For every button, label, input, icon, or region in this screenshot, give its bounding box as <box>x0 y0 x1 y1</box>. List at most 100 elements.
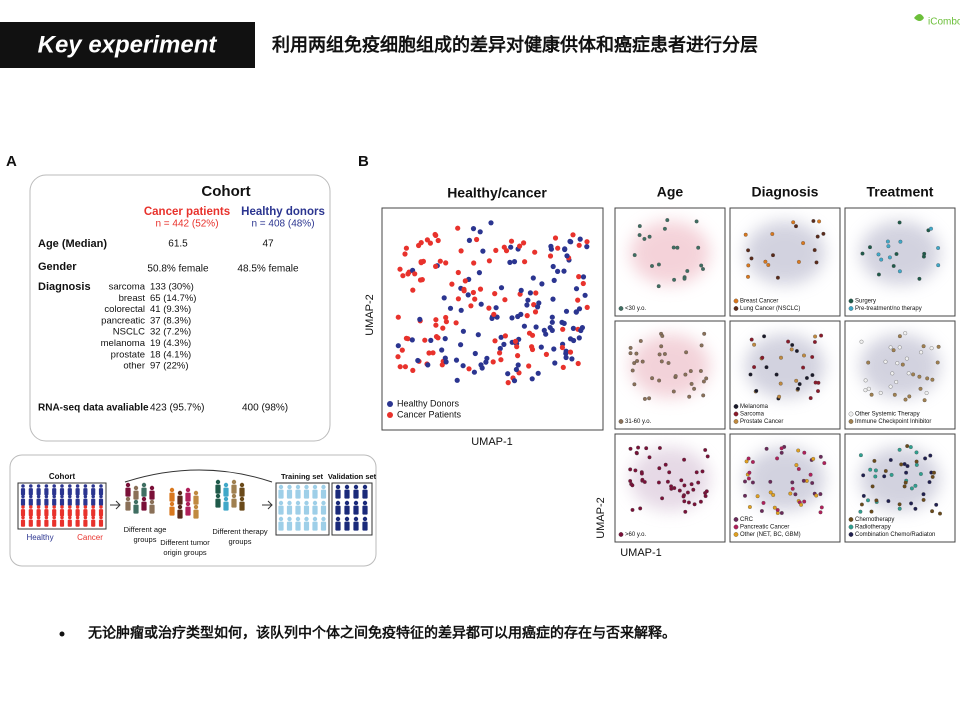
legend-swatch <box>733 306 739 311</box>
umap-dot <box>458 307 464 313</box>
umap-dot <box>632 361 637 366</box>
person-body <box>67 519 72 527</box>
umap-dot <box>570 232 576 238</box>
umap-dot <box>768 490 773 495</box>
umap-dot <box>672 486 677 491</box>
person-body <box>20 488 26 496</box>
person-body <box>98 509 104 517</box>
umap-dot <box>579 325 586 331</box>
person-body <box>98 488 104 496</box>
umap-dot <box>789 347 794 352</box>
umap-dot <box>630 483 635 488</box>
person-body <box>353 521 359 531</box>
column-title: Age <box>657 184 684 200</box>
umap-dot <box>694 470 699 475</box>
umap-dot <box>913 506 918 511</box>
umap-dot <box>859 339 864 344</box>
person-head <box>344 516 350 522</box>
umap-dot <box>921 492 926 497</box>
person-body <box>312 489 318 499</box>
umap-dot <box>529 346 536 353</box>
umap-dot <box>752 342 757 347</box>
umap-dot <box>696 480 701 485</box>
person-body <box>215 498 221 508</box>
person-head <box>278 516 284 522</box>
arrow <box>110 500 121 510</box>
person-head <box>295 516 301 522</box>
umap-dot <box>667 470 672 475</box>
person-body <box>133 490 139 500</box>
person-head <box>335 484 341 490</box>
person-head <box>99 484 103 488</box>
umap-dot <box>642 236 647 241</box>
umap-dot <box>873 474 878 479</box>
legend-label: CRC <box>740 517 754 523</box>
legend-swatch <box>848 306 854 311</box>
umap-dot <box>897 506 902 511</box>
density <box>630 221 710 285</box>
person-body <box>177 509 183 519</box>
person-body <box>141 501 147 511</box>
person-body <box>75 488 80 496</box>
umap-dot <box>402 364 408 370</box>
umap-dot <box>665 479 670 484</box>
group-label: groups <box>134 535 157 544</box>
umap-dot <box>682 457 687 462</box>
umap-dot <box>635 359 640 363</box>
person-body <box>286 489 293 499</box>
umap-dot <box>874 498 879 503</box>
umap-dot <box>685 269 690 273</box>
umap-dot <box>898 239 903 244</box>
umap-dot <box>548 243 554 249</box>
umap-dot <box>698 369 703 373</box>
person-head <box>312 516 318 522</box>
row-value: 50.8% female <box>147 264 209 275</box>
umap-dot <box>636 445 641 450</box>
umap-dot <box>681 494 686 499</box>
person-body <box>20 498 26 506</box>
row-label: Diagnosis <box>38 281 91 293</box>
person-body <box>303 521 310 531</box>
umap-dot <box>501 341 507 347</box>
person-head <box>141 496 147 502</box>
umap-dot <box>906 371 911 376</box>
umap-dot <box>897 220 902 225</box>
umap-dot <box>575 360 581 367</box>
person-body <box>320 489 327 499</box>
umap-dot <box>797 382 802 387</box>
umap-dot <box>634 351 639 356</box>
density <box>745 447 825 511</box>
person-head <box>21 505 25 509</box>
umap-dot <box>860 251 865 256</box>
person-head <box>141 482 147 488</box>
umap-dot <box>580 274 587 280</box>
design-label: Validation set <box>328 472 377 481</box>
umap-dot <box>458 248 464 254</box>
umap-dot <box>502 297 508 303</box>
legend-label: Cancer Patients <box>397 409 462 419</box>
umap-dot <box>395 314 401 320</box>
umap-dot <box>650 376 655 381</box>
umap-dot <box>929 346 934 351</box>
person-body <box>177 495 183 505</box>
umap-dot <box>462 278 468 284</box>
person-head <box>68 505 72 509</box>
umap-dot <box>634 450 639 455</box>
umap-dot <box>543 351 550 357</box>
umap-dot <box>914 462 919 467</box>
person-head <box>99 505 103 509</box>
umap-dot <box>869 392 874 397</box>
umap-dot <box>508 244 514 250</box>
legend-swatch <box>618 532 624 537</box>
umap-dot <box>883 359 888 364</box>
umap-dot <box>688 369 693 374</box>
umap-dot <box>754 388 759 393</box>
person-head <box>52 515 56 520</box>
umap-dot <box>701 393 706 398</box>
umap-dot <box>771 493 776 497</box>
person-body <box>335 521 341 531</box>
umap-dot <box>430 350 436 356</box>
umap-dot <box>584 239 590 245</box>
legend-label: Combination Chemo/Radiaton <box>855 532 935 538</box>
legend-label: Other (NET, BC, GBM) <box>740 532 801 538</box>
